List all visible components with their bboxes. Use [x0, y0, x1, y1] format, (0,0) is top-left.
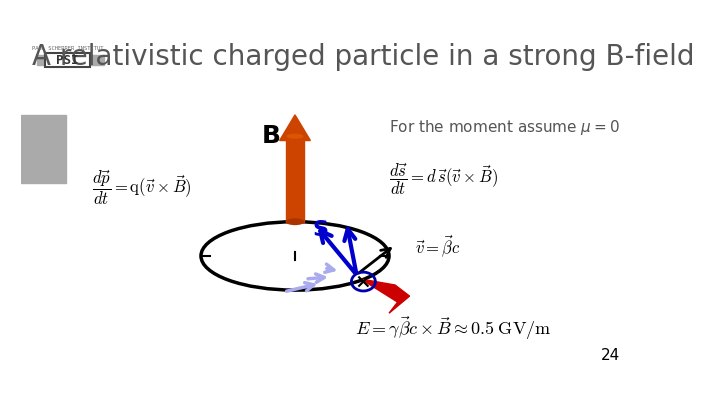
Text: $\mathbf{S}$: $\mathbf{S}$	[312, 220, 329, 240]
Text: $\dfrac{d\vec{s}}{dt} = d\,\vec{s}(\vec{v} \times \vec{B})$: $\dfrac{d\vec{s}}{dt} = d\,\vec{s}(\vec{…	[389, 161, 498, 197]
Polygon shape	[361, 279, 410, 313]
Text: $\vec{v} = \vec{\beta}c$: $\vec{v} = \vec{\beta}c$	[415, 234, 460, 260]
Text: PAUL SCHERRER INSTITUT: PAUL SCHERRER INSTITUT	[32, 46, 104, 51]
FancyBboxPatch shape	[45, 53, 90, 67]
Text: For the moment assume $\mu = 0$: For the moment assume $\mu = 0$	[389, 118, 620, 137]
Text: $\mathbf{B}$: $\mathbf{B}$	[261, 124, 281, 148]
Bar	[80, 55, 104, 65]
Polygon shape	[279, 115, 310, 141]
Text: $E = \gamma\vec{\beta}c \times \vec{B} \approx 0.5 \; \mathrm{GV/m}$: $E = \gamma\vec{\beta}c \times \vec{B} \…	[355, 315, 552, 343]
Text: PSI: PSI	[56, 54, 79, 67]
Bar	[22, 115, 66, 183]
Text: A relativistic charged particle in a strong B-field: A relativistic charged particle in a str…	[32, 43, 695, 71]
Ellipse shape	[286, 218, 305, 225]
Text: 24: 24	[600, 348, 620, 363]
Bar	[287, 136, 304, 222]
Bar	[37, 55, 53, 65]
Ellipse shape	[287, 134, 304, 139]
Text: $\dfrac{d\vec{p}}{dt} = \mathrm{q}(\vec{v} \times \vec{B})$: $\dfrac{d\vec{p}}{dt} = \mathrm{q}(\vec{…	[91, 168, 191, 207]
